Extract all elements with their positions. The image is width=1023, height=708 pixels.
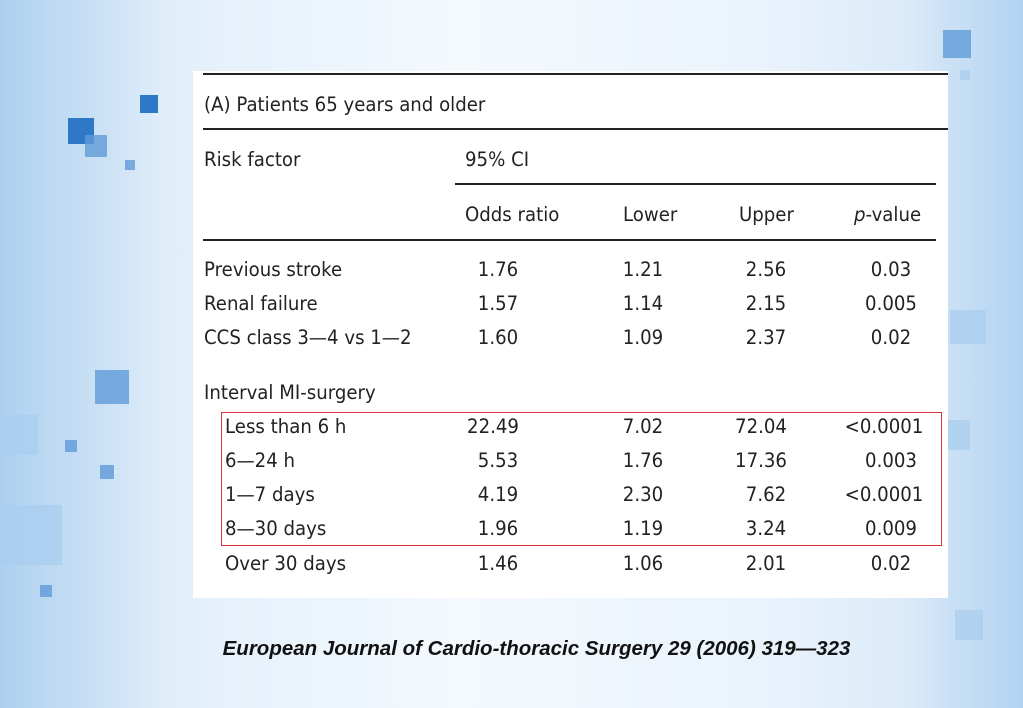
- decorative-square: [960, 70, 970, 80]
- decorative-square: [40, 585, 52, 597]
- group-row-odds-ratio: 4.19: [477, 483, 519, 506]
- group-row-upper: 17.36: [735, 449, 787, 472]
- row-label: CCS class 3—4 vs 1—2: [204, 326, 412, 349]
- row-p-value: 0.02: [870, 326, 912, 349]
- row-lower: 1.09: [622, 326, 664, 349]
- header-p-value: p-value: [854, 203, 921, 227]
- header-odds-ratio: Odds ratio: [465, 203, 560, 226]
- row-upper: 2.15: [745, 292, 787, 315]
- row-upper: 2.37: [745, 326, 787, 349]
- decorative-square: [100, 465, 114, 479]
- group-row-odds-ratio: 1.46: [477, 552, 519, 575]
- header-risk-factor: Risk factor: [204, 148, 301, 171]
- background-left-band: [0, 0, 160, 708]
- decorative-square: [140, 95, 158, 113]
- top-rule: [203, 73, 948, 75]
- group-row-lower: 7.02: [622, 415, 664, 438]
- header-p-rest: -value: [865, 203, 922, 226]
- group-row-label: 8—30 days: [225, 517, 327, 540]
- row-lower: 1.21: [622, 258, 664, 281]
- decorative-square: [0, 505, 62, 565]
- group-row-upper: 3.24: [745, 517, 787, 540]
- group-row-label: Over 30 days: [225, 552, 347, 575]
- group-row-label: 1—7 days: [225, 483, 315, 506]
- row-odds-ratio: 1.57: [477, 292, 519, 315]
- citation: European Journal of Cardio-thoracic Surg…: [222, 637, 851, 660]
- decorative-square: [0, 415, 38, 455]
- group-row-upper: 7.62: [745, 483, 787, 506]
- decorative-square: [955, 610, 983, 640]
- group-label: Interval MI-surgery: [204, 381, 376, 404]
- decorative-square: [85, 135, 107, 157]
- title-rule: [203, 128, 948, 130]
- row-p-value: 0.03: [870, 258, 912, 281]
- group-row-lower: 1.19: [622, 517, 664, 540]
- header-rule: [203, 239, 936, 241]
- decorative-square: [95, 370, 129, 404]
- group-row-lower: 1.06: [622, 552, 664, 575]
- table-title: (A) Patients 65 years and older: [204, 93, 486, 116]
- row-odds-ratio: 1.60: [477, 326, 519, 349]
- row-odds-ratio: 1.76: [477, 258, 519, 281]
- group-row-upper: 72.04: [735, 415, 787, 438]
- header-lower: Lower: [623, 203, 678, 226]
- row-label: Previous stroke: [204, 258, 343, 281]
- group-row-p-value: <0.0001: [844, 415, 924, 438]
- group-row-p-value: 0.003: [865, 449, 917, 472]
- group-row-odds-ratio: 5.53: [477, 449, 519, 472]
- decorative-square: [948, 420, 970, 450]
- row-label: Renal failure: [204, 292, 318, 315]
- group-row-label: Less than 6 h: [225, 415, 347, 438]
- group-row-p-value: 0.02: [870, 552, 912, 575]
- decorative-square: [125, 160, 135, 170]
- group-row-label: 6—24 h: [225, 449, 296, 472]
- ci-rule: [455, 183, 936, 185]
- highlight-box: [221, 412, 942, 546]
- group-row-lower: 2.30: [622, 483, 664, 506]
- row-lower: 1.14: [622, 292, 664, 315]
- header-upper: Upper: [739, 203, 794, 226]
- row-upper: 2.56: [745, 258, 787, 281]
- header-ci: 95% CI: [465, 148, 530, 171]
- group-row-lower: 1.76: [622, 449, 664, 472]
- decorative-square: [943, 30, 971, 58]
- group-row-odds-ratio: 22.49: [467, 415, 519, 438]
- group-row-p-value: <0.0001: [844, 483, 924, 506]
- group-row-odds-ratio: 1.96: [477, 517, 519, 540]
- decorative-square: [950, 310, 986, 344]
- header-p-italic: p: [854, 203, 866, 226]
- group-row-p-value: 0.009: [865, 517, 917, 540]
- decorative-square: [65, 440, 77, 452]
- table-panel: (A) Patients 65 years and older Risk fac…: [193, 71, 948, 598]
- row-p-value: 0.005: [865, 292, 917, 315]
- group-row-upper: 2.01: [745, 552, 787, 575]
